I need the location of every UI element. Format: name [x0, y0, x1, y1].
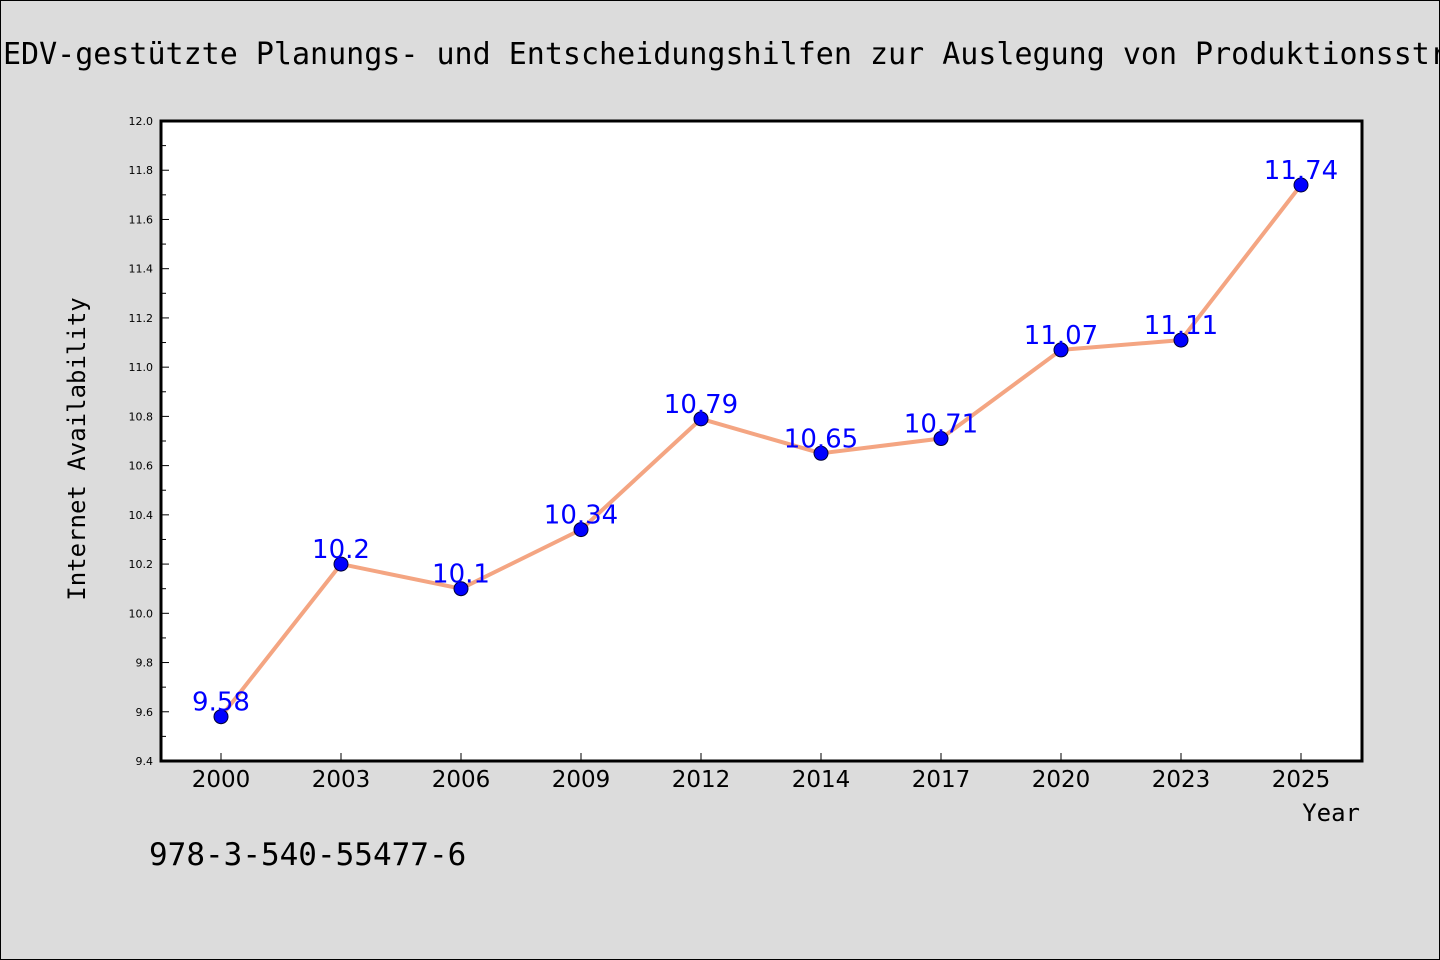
- series-line: [219, 183, 1303, 719]
- data-label: 11.07: [1024, 321, 1098, 351]
- y-tick-label: 11.8: [129, 164, 154, 177]
- y-tick-label: 11.0: [129, 361, 154, 374]
- data-label: 10.79: [664, 390, 738, 420]
- y-tick-label: 10.4: [129, 509, 154, 522]
- data-label: 10.65: [784, 424, 858, 454]
- data-point: [213, 709, 229, 725]
- data-point: [573, 522, 589, 538]
- x-tick-label: 2023: [1152, 767, 1211, 793]
- x-tick-label: 2009: [552, 767, 611, 793]
- y-tick-label: 10.6: [129, 460, 154, 473]
- x-axis-label: Year: [1302, 799, 1360, 827]
- y-tick-label: 11.6: [129, 213, 154, 226]
- data-point: [1053, 342, 1069, 358]
- y-tick-label: 10.8: [129, 410, 154, 423]
- y-tick-label: 11.2: [129, 312, 154, 325]
- data-point: [453, 581, 469, 597]
- data-point: [813, 445, 829, 461]
- data-labels: 9.58 10.2 10.1 10.34 10.79 10.65 10.71 11.07 11.…: [192, 156, 1338, 718]
- x-tick-label: 2017: [912, 767, 971, 793]
- x-tick-label: 2025: [1272, 767, 1331, 793]
- y-tick-label: 11.4: [129, 263, 154, 276]
- y-tick-label: 12.0: [129, 115, 154, 128]
- data-series: [213, 177, 1309, 725]
- data-point: [693, 411, 709, 427]
- x-tick-label: 2003: [312, 767, 371, 793]
- y-tick-label: 9.6: [136, 706, 154, 719]
- y-tick-label: 9.8: [136, 657, 154, 670]
- x-tick-label: 2006: [432, 767, 491, 793]
- y-tick-label: 9.4: [136, 755, 154, 768]
- data-label: 10.34: [544, 501, 618, 531]
- x-tick-label: 2014: [792, 767, 851, 793]
- y-axis-label: Internet Availability: [63, 297, 91, 600]
- y-tick-label: 10.0: [129, 607, 154, 620]
- y-tick-label: 10.2: [129, 558, 154, 571]
- data-label: 9.58: [192, 688, 250, 718]
- data-point: [333, 556, 349, 572]
- isbn-annotation: 978-3-540-55477-6: [149, 837, 466, 873]
- y-axis: 9.4 9.6 9.8 10.0 10.2 10.4 10.6 10.8 11.0 11.2 11.…: [129, 115, 169, 768]
- data-label: 11.74: [1264, 156, 1338, 186]
- chart-title: EDV-gestützte Planungs- und Entscheidung…: [3, 37, 1439, 72]
- data-point: [1293, 177, 1309, 193]
- data-point: [1173, 332, 1189, 348]
- data-label: 10.71: [904, 410, 978, 440]
- x-tick-label: 2000: [192, 767, 251, 793]
- x-tick-label: 2012: [672, 767, 731, 793]
- data-label: 11.11: [1144, 311, 1218, 341]
- data-point: [933, 431, 949, 447]
- x-axis: 2000 2003 2006 2009 2012 2014 2017 2020 2023 2025: [192, 753, 1331, 793]
- data-label: 10.1: [432, 560, 490, 590]
- data-label: 10.2: [312, 535, 370, 565]
- plot-frame: [159, 119, 1364, 763]
- plot-area: [161, 121, 1362, 761]
- x-tick-label: 2020: [1032, 767, 1091, 793]
